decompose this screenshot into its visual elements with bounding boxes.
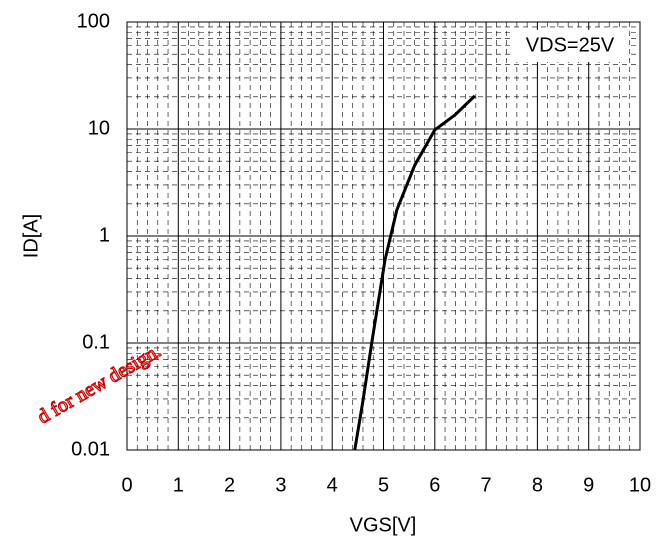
x-tick-label: 5 (378, 474, 389, 496)
y-tick-label: 0.01 (71, 438, 110, 460)
x-tick-label: 7 (481, 474, 492, 496)
y-tick-label: 0.1 (82, 331, 110, 353)
x-tick-label: 3 (275, 474, 286, 496)
x-tick-label: 10 (629, 474, 651, 496)
y-tick-label: 10 (88, 117, 110, 139)
x-tick-label: 2 (224, 474, 235, 496)
annotation: VDS=25V (526, 34, 615, 56)
x-tick-label: 8 (532, 474, 543, 496)
x-tick-label: 9 (583, 474, 594, 496)
data-line (353, 94, 476, 451)
x-tick-label: 0 (121, 474, 132, 496)
annotation-box (512, 30, 628, 62)
x-tick-label: 4 (327, 474, 338, 496)
x-axis-label: VGS[V] (350, 514, 417, 536)
x-tick-label: 1 (173, 474, 184, 496)
y-tick-label: 100 (77, 10, 110, 32)
x-tick-label: 6 (429, 474, 440, 496)
y-tick-label: 1 (99, 224, 110, 246)
y-axis-label: ID[A] (20, 214, 42, 258)
plot-frame (126, 21, 641, 451)
